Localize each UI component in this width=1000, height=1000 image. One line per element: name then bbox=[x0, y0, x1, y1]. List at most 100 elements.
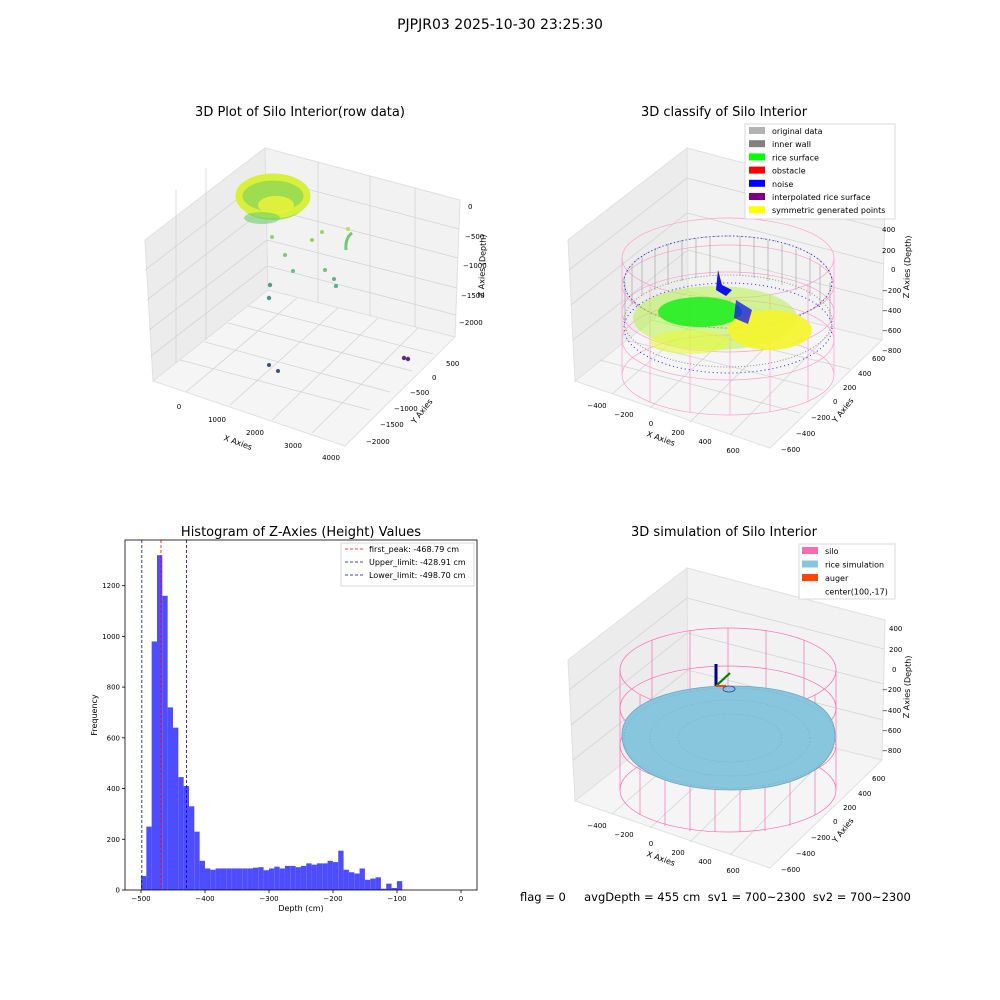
hist-bar bbox=[354, 873, 360, 890]
sim3d-xtick: −400 bbox=[587, 822, 606, 830]
raw3d-panel: 3D Plot of Silo Interior(row data) bbox=[144, 105, 488, 462]
raw3d-gridlines bbox=[144, 162, 460, 434]
sim3d-xtick: 400 bbox=[698, 858, 711, 866]
raw3d-point bbox=[291, 269, 295, 273]
raw3d-ring-inner bbox=[258, 196, 294, 214]
hist-bar bbox=[172, 727, 179, 890]
hist-bar bbox=[284, 865, 291, 890]
legend-label: auger bbox=[825, 574, 849, 583]
raw3d-ytick: −500 bbox=[410, 389, 429, 397]
raw3d-ytick: 0 bbox=[432, 374, 436, 382]
hist-bar bbox=[162, 595, 168, 890]
hist-ytick-label: 800 bbox=[107, 684, 120, 692]
raw3d-point bbox=[323, 268, 327, 272]
hist-bar bbox=[220, 868, 227, 890]
hist-bar bbox=[268, 868, 275, 890]
raw3d-title: 3D Plot of Silo Interior(row data) bbox=[195, 105, 405, 120]
hist-xlabel: Depth (cm) bbox=[278, 904, 323, 913]
raw3d-point bbox=[405, 356, 411, 362]
classify3d-ztick: 400 bbox=[882, 226, 895, 234]
classify3d-xtick: 400 bbox=[698, 438, 711, 446]
raw3d-point bbox=[266, 295, 272, 301]
classify3d-ytick: 400 bbox=[858, 370, 871, 378]
classify3d-legend: original data inner wall rice surface obsta… bbox=[744, 123, 896, 220]
raw3d-ytick: 500 bbox=[446, 360, 459, 368]
legend-swatch bbox=[749, 153, 765, 161]
raw3d-ztick: −2000 bbox=[459, 319, 483, 327]
classify3d-ztick: 200 bbox=[882, 247, 895, 255]
classify3d-panel: 3D classify of Silo Interior bbox=[567, 105, 913, 455]
hist-bar bbox=[364, 879, 371, 890]
sim3d-ztick: −600 bbox=[882, 727, 901, 735]
raw3d-floor-pane bbox=[151, 289, 456, 447]
raw3d-point bbox=[270, 235, 274, 239]
hist-title: Histogram of Z-Axies (Height) Values bbox=[181, 525, 421, 540]
legend-swatch bbox=[802, 547, 818, 554]
raw3d-ytick: −1500 bbox=[380, 421, 404, 429]
sim3d-xtick: −200 bbox=[614, 831, 633, 839]
raw3d-points bbox=[266, 227, 411, 373]
sim3d-ytick: −200 bbox=[811, 834, 830, 842]
sim3d-ztick: −200 bbox=[882, 686, 901, 694]
legend-swatch bbox=[749, 206, 765, 214]
classify3d-xtick: 200 bbox=[671, 429, 684, 437]
hist-bar bbox=[146, 826, 152, 890]
sim3d-title: 3D simulation of Silo Interior bbox=[631, 525, 818, 540]
classify3d-rice bbox=[633, 270, 812, 354]
raw3d-xtick: 2000 bbox=[246, 429, 264, 437]
sim3d-legend-entries: silo rice simulation auger center(100,-17) bbox=[802, 547, 888, 597]
legend-swatch bbox=[749, 127, 765, 134]
legend-swatch bbox=[749, 166, 765, 174]
sim3d-ztick: −400 bbox=[882, 707, 901, 715]
classify3d-ytick: 600 bbox=[872, 355, 885, 363]
hist-bar bbox=[396, 881, 403, 890]
classify3d-title: 3D classify of Silo Interior bbox=[641, 105, 808, 120]
hist-bar bbox=[300, 865, 307, 890]
raw3d-ztick: −500 bbox=[465, 233, 484, 241]
sim3d-ytick: −600 bbox=[781, 866, 800, 874]
classify3d-rice-core bbox=[658, 297, 742, 327]
hist-bar bbox=[156, 555, 163, 890]
hist-bar bbox=[391, 887, 397, 890]
hist-bar bbox=[199, 860, 205, 890]
hist-xtick-label: −300 bbox=[259, 895, 278, 903]
legend-label: rice simulation bbox=[825, 561, 884, 570]
hist-bar bbox=[359, 868, 365, 890]
sim3d-center-marker bbox=[722, 685, 736, 693]
hist-legend-frame bbox=[340, 542, 475, 587]
raw3d-ztick: −1500 bbox=[461, 292, 485, 300]
sim3d-ytick: 400 bbox=[858, 790, 871, 798]
hist-bar bbox=[322, 863, 328, 890]
classify3d-ytick: −400 bbox=[796, 430, 815, 438]
hist-bar bbox=[210, 869, 216, 890]
hist-bar bbox=[380, 888, 387, 890]
hist-bar bbox=[274, 866, 280, 890]
hist-xticks: −500 −400 −300 −200 −100 0 bbox=[131, 890, 463, 903]
hist-bar bbox=[327, 860, 333, 890]
hist-bar bbox=[370, 878, 376, 890]
raw3d-point-arc bbox=[344, 231, 353, 251]
raw3d-point bbox=[320, 230, 324, 234]
hist-bar bbox=[316, 863, 323, 890]
raw3d-xtick: 1000 bbox=[208, 416, 226, 424]
classify3d-ytick: −200 bbox=[811, 414, 830, 422]
hist-ytick-label: 1000 bbox=[102, 633, 120, 641]
legend-label: symmetric generated points bbox=[772, 206, 885, 215]
sim3d-xtick: 600 bbox=[726, 867, 739, 875]
sim3d-ticks: −400 −200 0 200 400 600 600 400 200 0 −2… bbox=[587, 625, 902, 875]
hist-xtick-label: −100 bbox=[387, 895, 406, 903]
sim3d-rice-mesh bbox=[677, 713, 783, 763]
hist-bar bbox=[258, 867, 264, 890]
hist-xtick-label: −200 bbox=[323, 895, 342, 903]
hist-bar bbox=[311, 864, 317, 890]
sim3d-ytick: 200 bbox=[843, 804, 856, 812]
raw3d-zlabel: Z Axies (Depth) bbox=[477, 234, 488, 297]
sim3d-auger bbox=[714, 664, 736, 693]
raw3d-ytick: −1000 bbox=[394, 405, 418, 413]
classify3d-ytick: −600 bbox=[781, 446, 800, 454]
hist-bar bbox=[188, 806, 195, 890]
hist-bar bbox=[279, 868, 285, 890]
classify3d-ztick: −200 bbox=[882, 287, 901, 295]
classify3d-ytick: 0 bbox=[833, 398, 837, 406]
hist-bar bbox=[215, 868, 221, 890]
